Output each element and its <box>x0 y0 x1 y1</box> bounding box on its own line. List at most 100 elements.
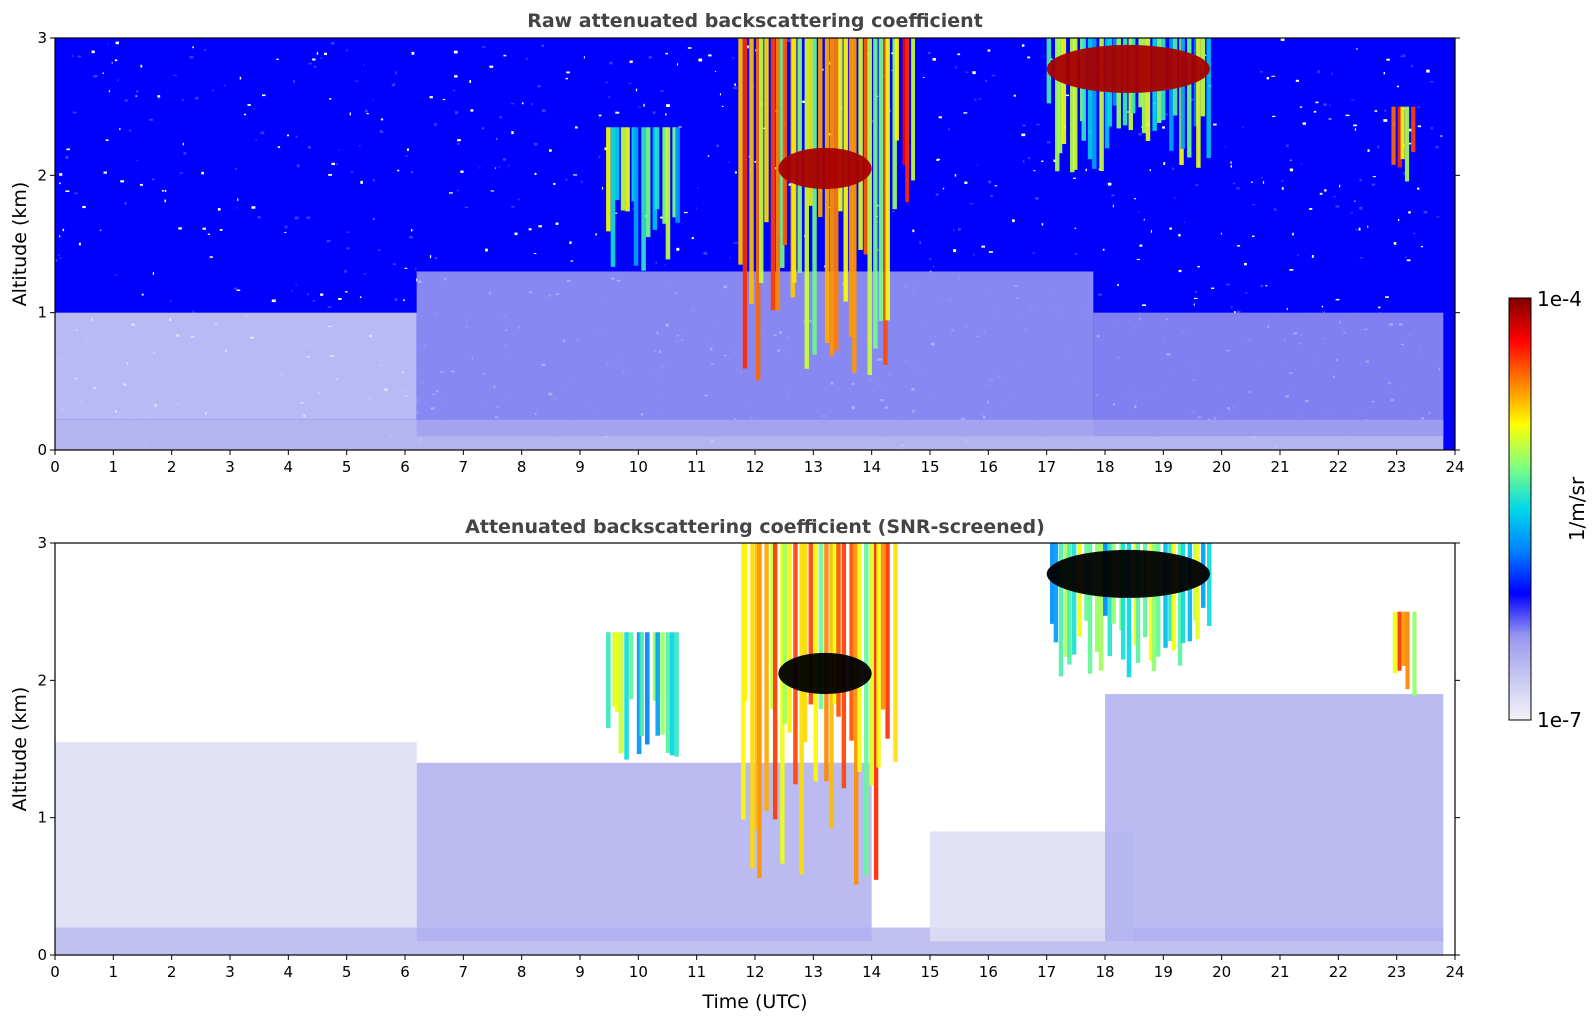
y-tick-label: 1 <box>37 809 47 827</box>
x-tick-label: 15 <box>920 963 939 981</box>
heatmap-noise-cell <box>541 44 544 48</box>
heatmap-noise-cell <box>66 148 71 151</box>
heatmap-noise-cell <box>338 298 342 300</box>
x-tick-label: 13 <box>804 963 823 981</box>
heatmap-noise-cell <box>734 83 737 86</box>
x-tick-label: 23 <box>1387 963 1406 981</box>
heatmap-noise-cell <box>429 96 433 99</box>
heatmap-noise-cell <box>335 163 339 166</box>
heatmap-noise-cell <box>1399 55 1403 57</box>
heatmap-noise-cell <box>786 39 791 42</box>
heatmap-noise-cell <box>349 112 351 116</box>
heatmap-noise-cell <box>638 106 642 108</box>
heatmap-noise-cell <box>1012 219 1015 223</box>
x-tick-label: 10 <box>629 963 648 981</box>
x-tick-label: 7 <box>459 963 469 981</box>
heatmap-noise-cell <box>247 104 251 106</box>
heatmap-noise-cell <box>434 257 438 260</box>
heatmap-noise-cell <box>1281 187 1284 190</box>
heatmap-noise-cell <box>1190 98 1195 101</box>
heatmap-cell <box>674 632 679 757</box>
heatmap-noise-cell <box>58 235 61 238</box>
heatmap-noise-cell <box>1417 187 1420 190</box>
heatmap-noise-cell <box>1112 204 1114 208</box>
heatmap-cell <box>754 543 760 830</box>
heatmap-noise-cell <box>306 293 309 296</box>
heatmap-noise-cell <box>392 263 397 265</box>
heatmap-cell <box>1206 38 1211 159</box>
heatmap-noise-cell <box>78 242 81 246</box>
heatmap-noise-cell <box>676 247 680 251</box>
heatmap-noise-cell <box>1408 211 1411 214</box>
heatmap-noise-cell <box>928 51 931 55</box>
heatmap-noise-cell <box>1117 283 1119 287</box>
heatmap-noise-cell <box>469 80 472 83</box>
heatmap-noise-cell <box>114 59 118 62</box>
heatmap-noise-cell <box>262 94 266 97</box>
heatmap-noise-cell <box>1260 284 1264 287</box>
heatmap-noise-cell <box>1224 146 1227 148</box>
heatmap-cell <box>1071 543 1077 655</box>
raw-backscatter-panel: Raw attenuated backscattering coefficien… <box>9 10 1465 476</box>
heatmap-noise-cell <box>628 83 632 85</box>
heatmap-noise-cell <box>1213 123 1217 126</box>
heatmap-cell <box>1397 611 1402 671</box>
y-tick-label: 1 <box>37 304 47 322</box>
heatmap-cell <box>614 127 620 200</box>
heatmap-noise-cell <box>981 245 986 248</box>
heatmap-noise-cell <box>1359 206 1363 210</box>
boundary-layer <box>416 271 1094 437</box>
heatmap-noise-cell <box>747 45 749 49</box>
x-tick-label: 18 <box>1095 963 1114 981</box>
heatmap-noise-cell <box>1098 293 1102 296</box>
x-tick-label: 0 <box>50 458 60 476</box>
heatmap-noise-cell <box>312 58 316 61</box>
heatmap-noise-cell <box>1027 56 1031 59</box>
heatmap-cell <box>848 38 854 337</box>
x-tick-label: 14 <box>862 963 881 981</box>
heatmap-noise-cell <box>510 103 515 105</box>
heatmap-noise-cell <box>1286 307 1288 311</box>
heatmap-noise-cell <box>1230 306 1233 309</box>
heatmap-noise-cell <box>695 207 697 210</box>
heatmap-noise-cell <box>364 273 366 275</box>
heatmap-noise-cell <box>691 237 694 240</box>
heatmap-noise-cell <box>1260 71 1264 73</box>
heatmap-noise-cell <box>1402 54 1406 58</box>
heatmap-noise-cell <box>157 95 161 98</box>
heatmap-noise-cell <box>733 86 737 90</box>
heatmap-cell <box>772 543 778 820</box>
heatmap-cell <box>1092 38 1097 169</box>
heatmap-noise-cell <box>1194 290 1198 293</box>
x-tick-label: 22 <box>1329 458 1348 476</box>
heatmap-noise-cell <box>687 47 692 49</box>
heatmap-noise-cell <box>1281 180 1284 182</box>
heatmap-noise-cell <box>526 57 529 60</box>
heatmap-noise-cell <box>933 265 935 268</box>
heatmap-noise-cell <box>410 171 414 174</box>
heatmap-noise-cell <box>346 49 348 52</box>
boundary-layer <box>55 742 417 928</box>
heatmap-noise-cell <box>373 218 375 220</box>
heatmap-noise-cell <box>1385 296 1389 298</box>
heatmap-noise-cell <box>974 98 977 101</box>
heatmap-cell <box>836 543 841 717</box>
heatmap-cell <box>911 38 916 181</box>
heatmap-noise-cell <box>152 272 154 275</box>
heatmap-noise-cell <box>158 97 161 100</box>
heatmap-cell <box>1053 543 1059 643</box>
heatmap-cell <box>1177 543 1183 666</box>
x-tick-label: 17 <box>1037 963 1056 981</box>
heatmap-cell <box>1156 543 1161 657</box>
heatmap-noise-cell <box>615 111 620 114</box>
heatmap-cell <box>824 38 830 344</box>
heatmap-noise-cell <box>55 259 58 262</box>
heatmap-noise-cell <box>676 63 678 66</box>
heatmap-noise-cell <box>660 216 663 219</box>
heatmap-noise-cell <box>237 198 239 202</box>
heatmap-cell <box>1087 543 1093 674</box>
heatmap-cell <box>742 543 748 702</box>
heatmap-noise-cell <box>929 258 932 261</box>
heatmap-noise-cell <box>942 187 945 190</box>
heatmap-noise-cell <box>963 112 968 114</box>
